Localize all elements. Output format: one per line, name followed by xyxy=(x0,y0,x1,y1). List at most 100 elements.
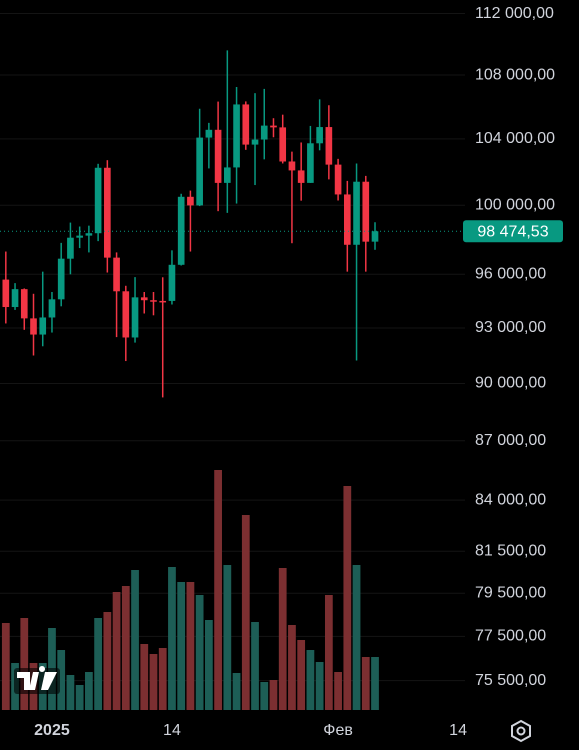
volume-bar xyxy=(177,582,186,710)
y-tick-label: 90 000,00 xyxy=(475,375,546,392)
volume-bar xyxy=(306,650,315,710)
candle-body xyxy=(76,235,83,238)
volume-bar xyxy=(112,592,121,710)
gear-center xyxy=(516,726,526,736)
candle-body xyxy=(307,143,314,183)
volume-bar xyxy=(85,672,93,710)
volume-bar xyxy=(158,648,167,710)
candle-body xyxy=(39,317,47,335)
volume-bar xyxy=(149,654,158,710)
x-tick-label: 14 xyxy=(449,722,467,739)
volume-bar xyxy=(297,640,306,710)
x-tick-label: 2025 xyxy=(34,722,70,739)
volume-bar xyxy=(324,595,333,710)
candle-body xyxy=(196,137,203,206)
x-tick-label: Фев xyxy=(323,722,353,739)
y-tick-label: 100 000,00 xyxy=(475,196,555,213)
volume-bar xyxy=(251,622,259,710)
volume-bar xyxy=(334,672,342,710)
volume-bar xyxy=(288,625,296,710)
volume-bar xyxy=(103,612,112,710)
volume-bar xyxy=(57,650,66,710)
candle-body xyxy=(288,161,296,171)
candles xyxy=(0,50,465,398)
y-tick-label: 112 000,00 xyxy=(475,5,554,22)
candle-body xyxy=(353,181,360,245)
candle-body xyxy=(11,289,19,308)
candle-body xyxy=(251,139,259,145)
candle-body xyxy=(187,196,194,206)
candle-body xyxy=(122,291,130,338)
candle-body xyxy=(57,258,65,300)
volume-bar xyxy=(343,486,352,710)
y-tick-label: 84 000,00 xyxy=(475,491,546,508)
volume-bar xyxy=(20,618,29,710)
candle-body xyxy=(325,127,333,165)
candle-body xyxy=(260,125,268,140)
y-tick-label: 81 500,00 xyxy=(475,542,546,559)
y-tick-label: 104 000,00 xyxy=(475,130,555,147)
volume-bar xyxy=(131,570,139,710)
axis: 112 000,00 108 000,00 104 000,00 100 000,00… xyxy=(34,5,563,739)
y-tick-label: 77 500,00 xyxy=(475,628,546,645)
y-tick-label: 108 000,00 xyxy=(475,66,555,83)
settings-button[interactable] xyxy=(511,719,531,743)
candle-body xyxy=(205,129,213,138)
volume-bar xyxy=(232,673,241,710)
volume-bar xyxy=(315,662,324,710)
volume-bar xyxy=(186,582,195,710)
candle-body xyxy=(233,104,240,168)
candle-body xyxy=(371,231,379,242)
gear-icon xyxy=(511,719,531,743)
volume-bar xyxy=(260,682,269,710)
candle-body xyxy=(343,194,351,245)
volume-bar xyxy=(352,565,361,710)
candle-body xyxy=(242,104,250,145)
volume-bar xyxy=(1,623,10,710)
candle-body xyxy=(214,129,222,183)
candle-body xyxy=(362,181,370,242)
candle-body xyxy=(168,264,176,301)
candle-body xyxy=(48,299,56,318)
candle-body xyxy=(224,167,231,183)
volume-bar xyxy=(361,657,370,710)
candle-body xyxy=(104,167,111,258)
volume-bar xyxy=(66,675,75,710)
y-tick-label: 93 000,00 xyxy=(475,319,546,336)
candle-body xyxy=(140,297,148,301)
candle-body xyxy=(279,127,287,162)
volume-bar xyxy=(223,565,232,710)
candle-body xyxy=(159,300,167,303)
volume-bar xyxy=(195,595,204,710)
candle-body xyxy=(334,164,342,195)
grid xyxy=(0,13,465,682)
candle-body xyxy=(150,300,157,302)
volume-bar xyxy=(140,644,149,710)
candle-body xyxy=(297,170,305,183)
volume-bar xyxy=(168,567,176,710)
volume-bar xyxy=(278,568,287,710)
candle-body xyxy=(131,297,139,338)
volume-bar xyxy=(94,618,102,710)
x-tick-label: 14 xyxy=(163,722,181,739)
y-tick-label: 79 500,00 xyxy=(475,585,546,602)
volume-bar xyxy=(121,586,130,710)
volume-bar xyxy=(204,620,213,710)
volume-bar xyxy=(214,470,222,710)
volume-bar xyxy=(75,685,84,710)
candle-body xyxy=(20,289,28,319)
volume-bar xyxy=(269,680,278,710)
candle-body xyxy=(30,318,37,335)
candle-body xyxy=(270,125,277,128)
y-tick-label: 96 000,00 xyxy=(475,266,546,283)
y-tick-label: 87 000,00 xyxy=(475,432,546,449)
candle-body xyxy=(85,233,93,236)
candle-body xyxy=(177,196,185,265)
last-price-tag xyxy=(463,220,563,243)
volume-bar xyxy=(371,657,379,710)
logo[interactable] xyxy=(14,666,60,694)
volume-bar xyxy=(241,515,250,710)
candle-body xyxy=(94,167,102,234)
